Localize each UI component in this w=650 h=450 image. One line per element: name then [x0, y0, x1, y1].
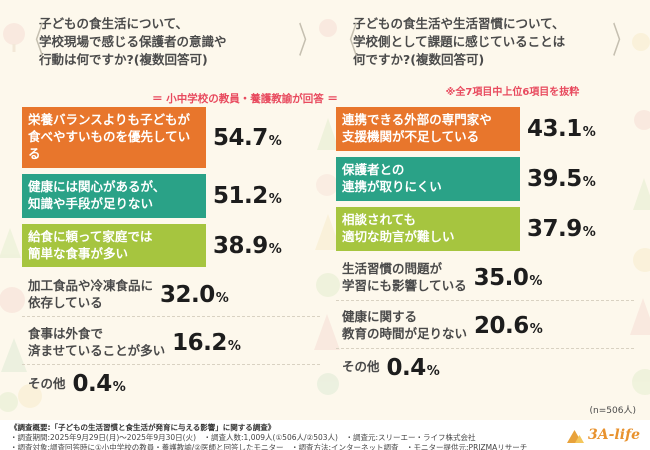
survey-item-label: 栄養バランスよりも子どもが 食べやすいものを優先している	[22, 107, 206, 168]
survey-item-label: 相談されても 適切な助言が難しい	[336, 206, 520, 251]
angle-bracket-right-icon: 〉	[298, 19, 318, 61]
percent-sign: %	[529, 322, 543, 337]
logo-text: 3A-life	[588, 427, 640, 444]
percent-sign: %	[268, 191, 282, 207]
left-item-list: 栄養バランスよりも子どもが 食べやすいものを優先している 54.7% 健康には関…	[22, 107, 320, 403]
percent-number: 51.2	[213, 182, 268, 209]
survey-item-label: 食事は外食で 済ませていることが多い	[28, 326, 166, 358]
survey-item-value: 38.9%	[213, 233, 282, 259]
left-title-text: 子どもの食生活について、 学校現場で感じる保護者の意識や 行動は何ですか?(複数…	[39, 16, 227, 67]
right-panel: 〈 子どもの食生活や生活習慣について、 学校側として課題に感じていることは 何で…	[336, 12, 634, 387]
percent-sign: %	[268, 133, 282, 149]
survey-item-label: 連携できる外部の専門家や 支援機関が不足している	[336, 107, 520, 151]
percent-number: 0.4	[386, 354, 427, 381]
percent-number: 37.9	[527, 215, 582, 242]
angle-bracket-left-icon: 〈	[24, 19, 44, 61]
survey-item-row: 生活習慣の問題が 学習にも影響している 35.0%	[336, 257, 634, 301]
survey-item-row: 給食に頼って家庭では 簡単な食事が多い 38.9%	[22, 223, 320, 268]
percent-number: 16.2	[172, 329, 227, 356]
survey-item-value: 54.7%	[213, 125, 282, 151]
percent-sign: %	[582, 174, 596, 190]
footer-line-2: ・調査期間:2025年9月29日(月)〜2025年9月30日(火) ・調査人数:…	[10, 432, 476, 442]
survey-item-value: 43.1%	[527, 116, 596, 142]
survey-item-label: その他	[28, 375, 66, 391]
respondent-note: ＝ 小中学校の教員・養護教諭が回答 ＝	[152, 93, 338, 105]
left-panel: 〈 子どもの食生活について、 学校現場で感じる保護者の意識や 行動は何ですか?(…	[22, 12, 320, 403]
percent-sign: %	[582, 125, 596, 141]
survey-item-row: 健康には関心があるが、 知識や手段が足りない 51.2%	[22, 173, 320, 218]
percent-sign: %	[582, 224, 596, 240]
survey-item-row: 健康に関する 教育の時間が足りない 20.6%	[336, 305, 634, 349]
percent-sign: %	[529, 274, 543, 289]
company-logo: 3A-life	[566, 426, 640, 445]
percent-number: 54.7	[213, 124, 268, 151]
survey-item-value: 35.0%	[474, 265, 543, 291]
percent-number: 32.0	[160, 281, 215, 308]
survey-item-row: 連携できる外部の専門家や 支援機関が不足している 43.1%	[336, 107, 634, 151]
survey-item-row: 加工食品や冷凍食品に 依存している 32.0%	[22, 273, 320, 318]
survey-item-label: 生活習慣の問題が 学習にも影響している	[342, 261, 467, 293]
percent-sign: %	[268, 241, 282, 257]
percent-sign: %	[227, 338, 241, 354]
footer-line-1: 《調査概要:「子どもの生活習慣と食生活が発育に与える影響」に関する調査》	[10, 422, 276, 432]
survey-item-label: 健康には関心があるが、 知識や手段が足りない	[22, 173, 206, 218]
survey-item-value: 0.4%	[73, 371, 126, 397]
survey-item-row: 栄養バランスよりも子どもが 食べやすいものを優先している 54.7%	[22, 107, 320, 168]
survey-item-value: 16.2%	[172, 330, 241, 356]
survey-item-value: 20.6%	[474, 313, 543, 339]
footer-line-3: ・調査対象:調査回答時に①小中学校の教員・養護教諭/②医師と回答したモニター ・…	[10, 442, 528, 450]
survey-item-value: 37.9%	[527, 216, 596, 242]
survey-item-row: 食事は外食で 済ませていることが多い 16.2%	[22, 321, 320, 366]
percent-number: 43.1	[527, 116, 582, 143]
percent-number: 38.9	[213, 232, 268, 259]
survey-item-label: 加工食品や冷凍食品に 依存している	[28, 278, 154, 310]
percent-number: 0.4	[72, 371, 113, 398]
percent-number: 20.6	[474, 313, 529, 339]
survey-item-row: 保護者との 連携が取りにくい 39.5%	[336, 157, 634, 201]
angle-bracket-left-icon: 〈	[338, 19, 358, 61]
sample-size-note: (n=506人)	[589, 406, 636, 416]
survey-item-row: 相談されても 適切な助言が難しい 37.9%	[336, 206, 634, 251]
right-title-text: 子どもの食生活や生活習慣について、 学校側として課題に感じていることは 何ですか…	[353, 16, 566, 67]
survey-item-row: その他 0.4%	[22, 369, 320, 399]
left-panel-title: 〈 子どもの食生活について、 学校現場で感じる保護者の意識や 行動は何ですか?(…	[22, 12, 320, 71]
survey-item-value: 51.2%	[213, 183, 282, 209]
survey-item-label: 給食に頼って家庭では 簡単な食事が多い	[22, 223, 206, 268]
survey-item-label: 保護者との 連携が取りにくい	[336, 157, 520, 201]
right-item-list: 連携できる外部の専門家や 支援機関が不足している 43.1% 保護者との 連携が…	[336, 107, 634, 386]
survey-item-row: その他 0.4%	[336, 353, 634, 383]
excerpt-note: ※全7項目中上位6項目を抜粋	[445, 87, 580, 98]
angle-bracket-right-icon: 〉	[612, 19, 632, 61]
percent-number: 35.0	[473, 265, 529, 291]
percent-sign: %	[112, 380, 126, 396]
right-panel-title: 〈 子どもの食生活や生活習慣について、 学校側として課題に感じていることは 何で…	[336, 12, 634, 71]
percent-sign: %	[215, 290, 229, 306]
percent-sign: %	[426, 363, 440, 379]
mountain-logo-icon	[567, 429, 585, 443]
survey-item-value: 39.5%	[527, 166, 596, 192]
survey-item-value: 32.0%	[160, 282, 229, 308]
survey-item-label: 健康に関する 教育の時間が足りない	[342, 309, 468, 341]
survey-item-label: その他	[342, 359, 380, 375]
percent-number: 39.5	[527, 165, 582, 192]
survey-item-value: 0.4%	[387, 355, 440, 381]
survey-overview-footer: 《調査概要:「子どもの生活習慣と食生活が発育に与える影響」に関する調査》 ・調査…	[0, 420, 650, 450]
